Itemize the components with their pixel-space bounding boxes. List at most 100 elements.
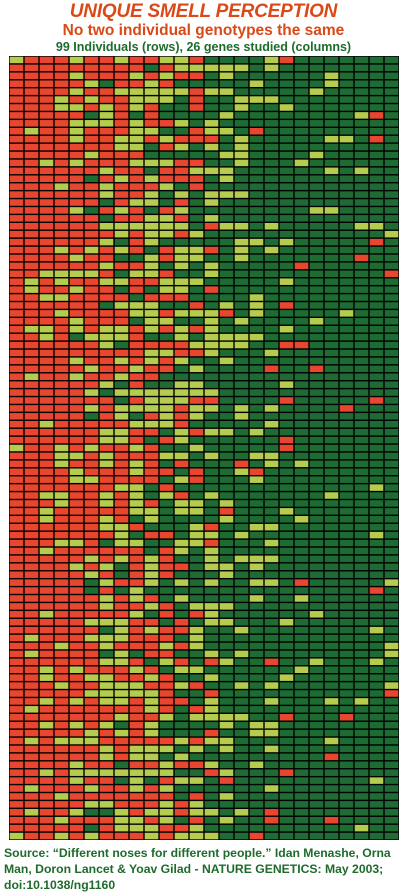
heatmap-cell (159, 832, 174, 840)
heatmap-cell (24, 175, 39, 183)
heatmap-cell (204, 365, 219, 373)
heatmap-cell (369, 531, 384, 539)
heatmap-cell (84, 721, 99, 729)
heatmap-cell (249, 215, 264, 222)
heatmap-cell (369, 191, 384, 198)
heatmap-cell (69, 587, 84, 594)
heatmap-cell (129, 761, 144, 769)
heatmap-cell (144, 175, 159, 183)
heatmap-cell (24, 64, 39, 72)
heatmap-cell (174, 207, 189, 214)
heatmap-cell (114, 785, 129, 792)
heatmap-cell (249, 80, 264, 87)
heatmap-cell (9, 516, 24, 523)
heatmap-cell (99, 112, 114, 119)
heatmap-cell (189, 539, 204, 547)
heatmap-cell (39, 310, 54, 317)
heatmap-cell (384, 626, 399, 634)
heatmap-cell (189, 199, 204, 206)
heatmap-cell (294, 555, 309, 563)
heatmap-cell (84, 642, 99, 650)
heatmap-cell (384, 175, 399, 183)
heatmap-cell (294, 793, 309, 800)
heatmap-cell (54, 428, 69, 436)
heatmap-cell (279, 793, 294, 800)
heatmap-cell (219, 713, 234, 721)
heatmap-cell (39, 777, 54, 784)
heatmap-cell (69, 706, 84, 713)
heatmap-cell (294, 500, 309, 507)
heatmap-cell (99, 381, 114, 388)
heatmap-cell (294, 634, 309, 642)
heatmap-cell (324, 452, 339, 460)
heatmap-cell (159, 365, 174, 373)
heatmap-cell (249, 547, 264, 555)
heatmap-cell (204, 516, 219, 523)
heatmap-cell (264, 72, 279, 80)
heatmap-cell (144, 832, 159, 840)
heatmap-cell (309, 793, 324, 800)
heatmap-cell (219, 737, 234, 745)
heatmap-cell (114, 389, 129, 396)
heatmap-cell (144, 127, 159, 135)
heatmap-cell (219, 721, 234, 729)
heatmap-cell (294, 547, 309, 555)
heatmap-cell (174, 199, 189, 206)
heatmap-cell (69, 278, 84, 285)
heatmap-cell (279, 508, 294, 515)
heatmap-cell (144, 611, 159, 618)
heatmap-cell (234, 151, 249, 159)
heatmap-cell (39, 270, 54, 278)
heatmap-cell (249, 373, 264, 380)
heatmap-cell (249, 104, 264, 111)
heatmap-cell (279, 230, 294, 238)
heatmap-cell (39, 120, 54, 127)
heatmap-cell (39, 571, 54, 578)
heatmap-cell (354, 349, 369, 357)
heatmap-cell (84, 397, 99, 404)
heatmap-cell (234, 88, 249, 95)
heatmap-cell (189, 318, 204, 325)
heatmap-cell (39, 302, 54, 309)
heatmap-cell (159, 357, 174, 365)
heatmap-cell (204, 761, 219, 769)
heatmap-cell (204, 207, 219, 214)
heatmap-cell (384, 381, 399, 388)
heatmap-cell (69, 793, 84, 800)
heatmap-cell (129, 595, 144, 602)
heatmap-cell (339, 563, 354, 571)
heatmap-cell (219, 223, 234, 230)
heatmap-cell (24, 341, 39, 349)
heatmap-cell (159, 325, 174, 333)
heatmap-cell (339, 413, 354, 420)
heatmap-cell (339, 547, 354, 555)
heatmap-cell (39, 318, 54, 325)
heatmap-cell (24, 816, 39, 824)
heatmap-cell (279, 547, 294, 555)
heatmap-cell (384, 500, 399, 507)
heatmap-cell (129, 294, 144, 301)
heatmap-cell (354, 365, 369, 373)
heatmap-cell (204, 769, 219, 776)
heatmap-cell (264, 428, 279, 436)
heatmap-cell (354, 516, 369, 523)
heatmap-cell (54, 690, 69, 697)
heatmap-cell (279, 626, 294, 634)
heatmap-cell (144, 626, 159, 634)
heatmap-cell (234, 801, 249, 808)
heatmap-cell (144, 809, 159, 816)
heatmap-cell (324, 698, 339, 705)
heatmap-cell (24, 405, 39, 412)
heatmap-cell (294, 777, 309, 784)
heatmap-cell (219, 531, 234, 539)
heatmap-cell (99, 349, 114, 357)
heatmap-cell (219, 801, 234, 808)
heatmap-cell (24, 492, 39, 499)
heatmap-cell (324, 531, 339, 539)
heatmap-cell (174, 381, 189, 388)
heatmap-cell (294, 650, 309, 658)
heatmap-cell (309, 706, 324, 713)
heatmap-cell (279, 500, 294, 507)
heatmap-cell (24, 658, 39, 666)
heatmap-cell (384, 151, 399, 159)
